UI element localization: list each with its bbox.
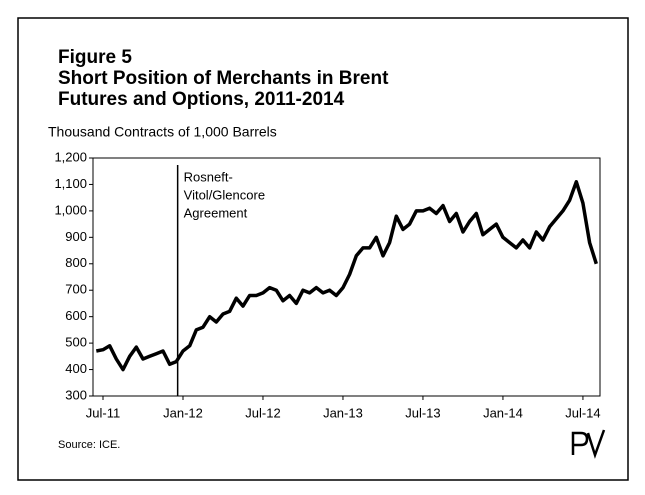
annotation-text: Vitol/Glencore	[184, 187, 265, 202]
x-tick-label: Jul-11	[86, 405, 120, 420]
logo	[571, 429, 606, 459]
y-tick-label: 500	[65, 335, 87, 350]
plot-area	[92, 157, 601, 397]
annotation-text: Rosneft-	[184, 169, 233, 184]
annotation-text: Agreement	[184, 205, 248, 220]
y-tick-label: 600	[65, 308, 87, 323]
x-tick-label: Jan-14	[483, 405, 523, 420]
x-tick-label: Jul-12	[245, 405, 280, 420]
chart-title: Futures and Options, 2011-2014	[58, 89, 345, 110]
y-tick-label: 1,200	[54, 149, 87, 164]
y-tick-label: 300	[65, 387, 87, 402]
y-tick-label: 1,100	[54, 176, 87, 191]
y-tick-label: 700	[65, 282, 87, 297]
x-tick-label: Jul-14	[565, 405, 600, 420]
x-tick-label: Jan-12	[163, 405, 203, 420]
y-tick-label: 800	[65, 255, 87, 270]
x-tick-label: Jul-13	[405, 405, 440, 420]
y-axis-label: Thousand Contracts of 1,000 Barrels	[48, 124, 277, 140]
source: Source: ICE.	[58, 439, 120, 451]
frame	[17, 17, 629, 481]
y-tick-label: 1,000	[54, 202, 87, 217]
data-line	[95, 180, 598, 372]
chart-title: Figure 5	[58, 47, 132, 68]
y-tick-label: 900	[65, 229, 87, 244]
chart-title: Short Position of Merchants in Brent	[58, 68, 389, 89]
y-tick-label: 400	[65, 361, 87, 376]
x-tick-label: Jan-13	[323, 405, 363, 420]
